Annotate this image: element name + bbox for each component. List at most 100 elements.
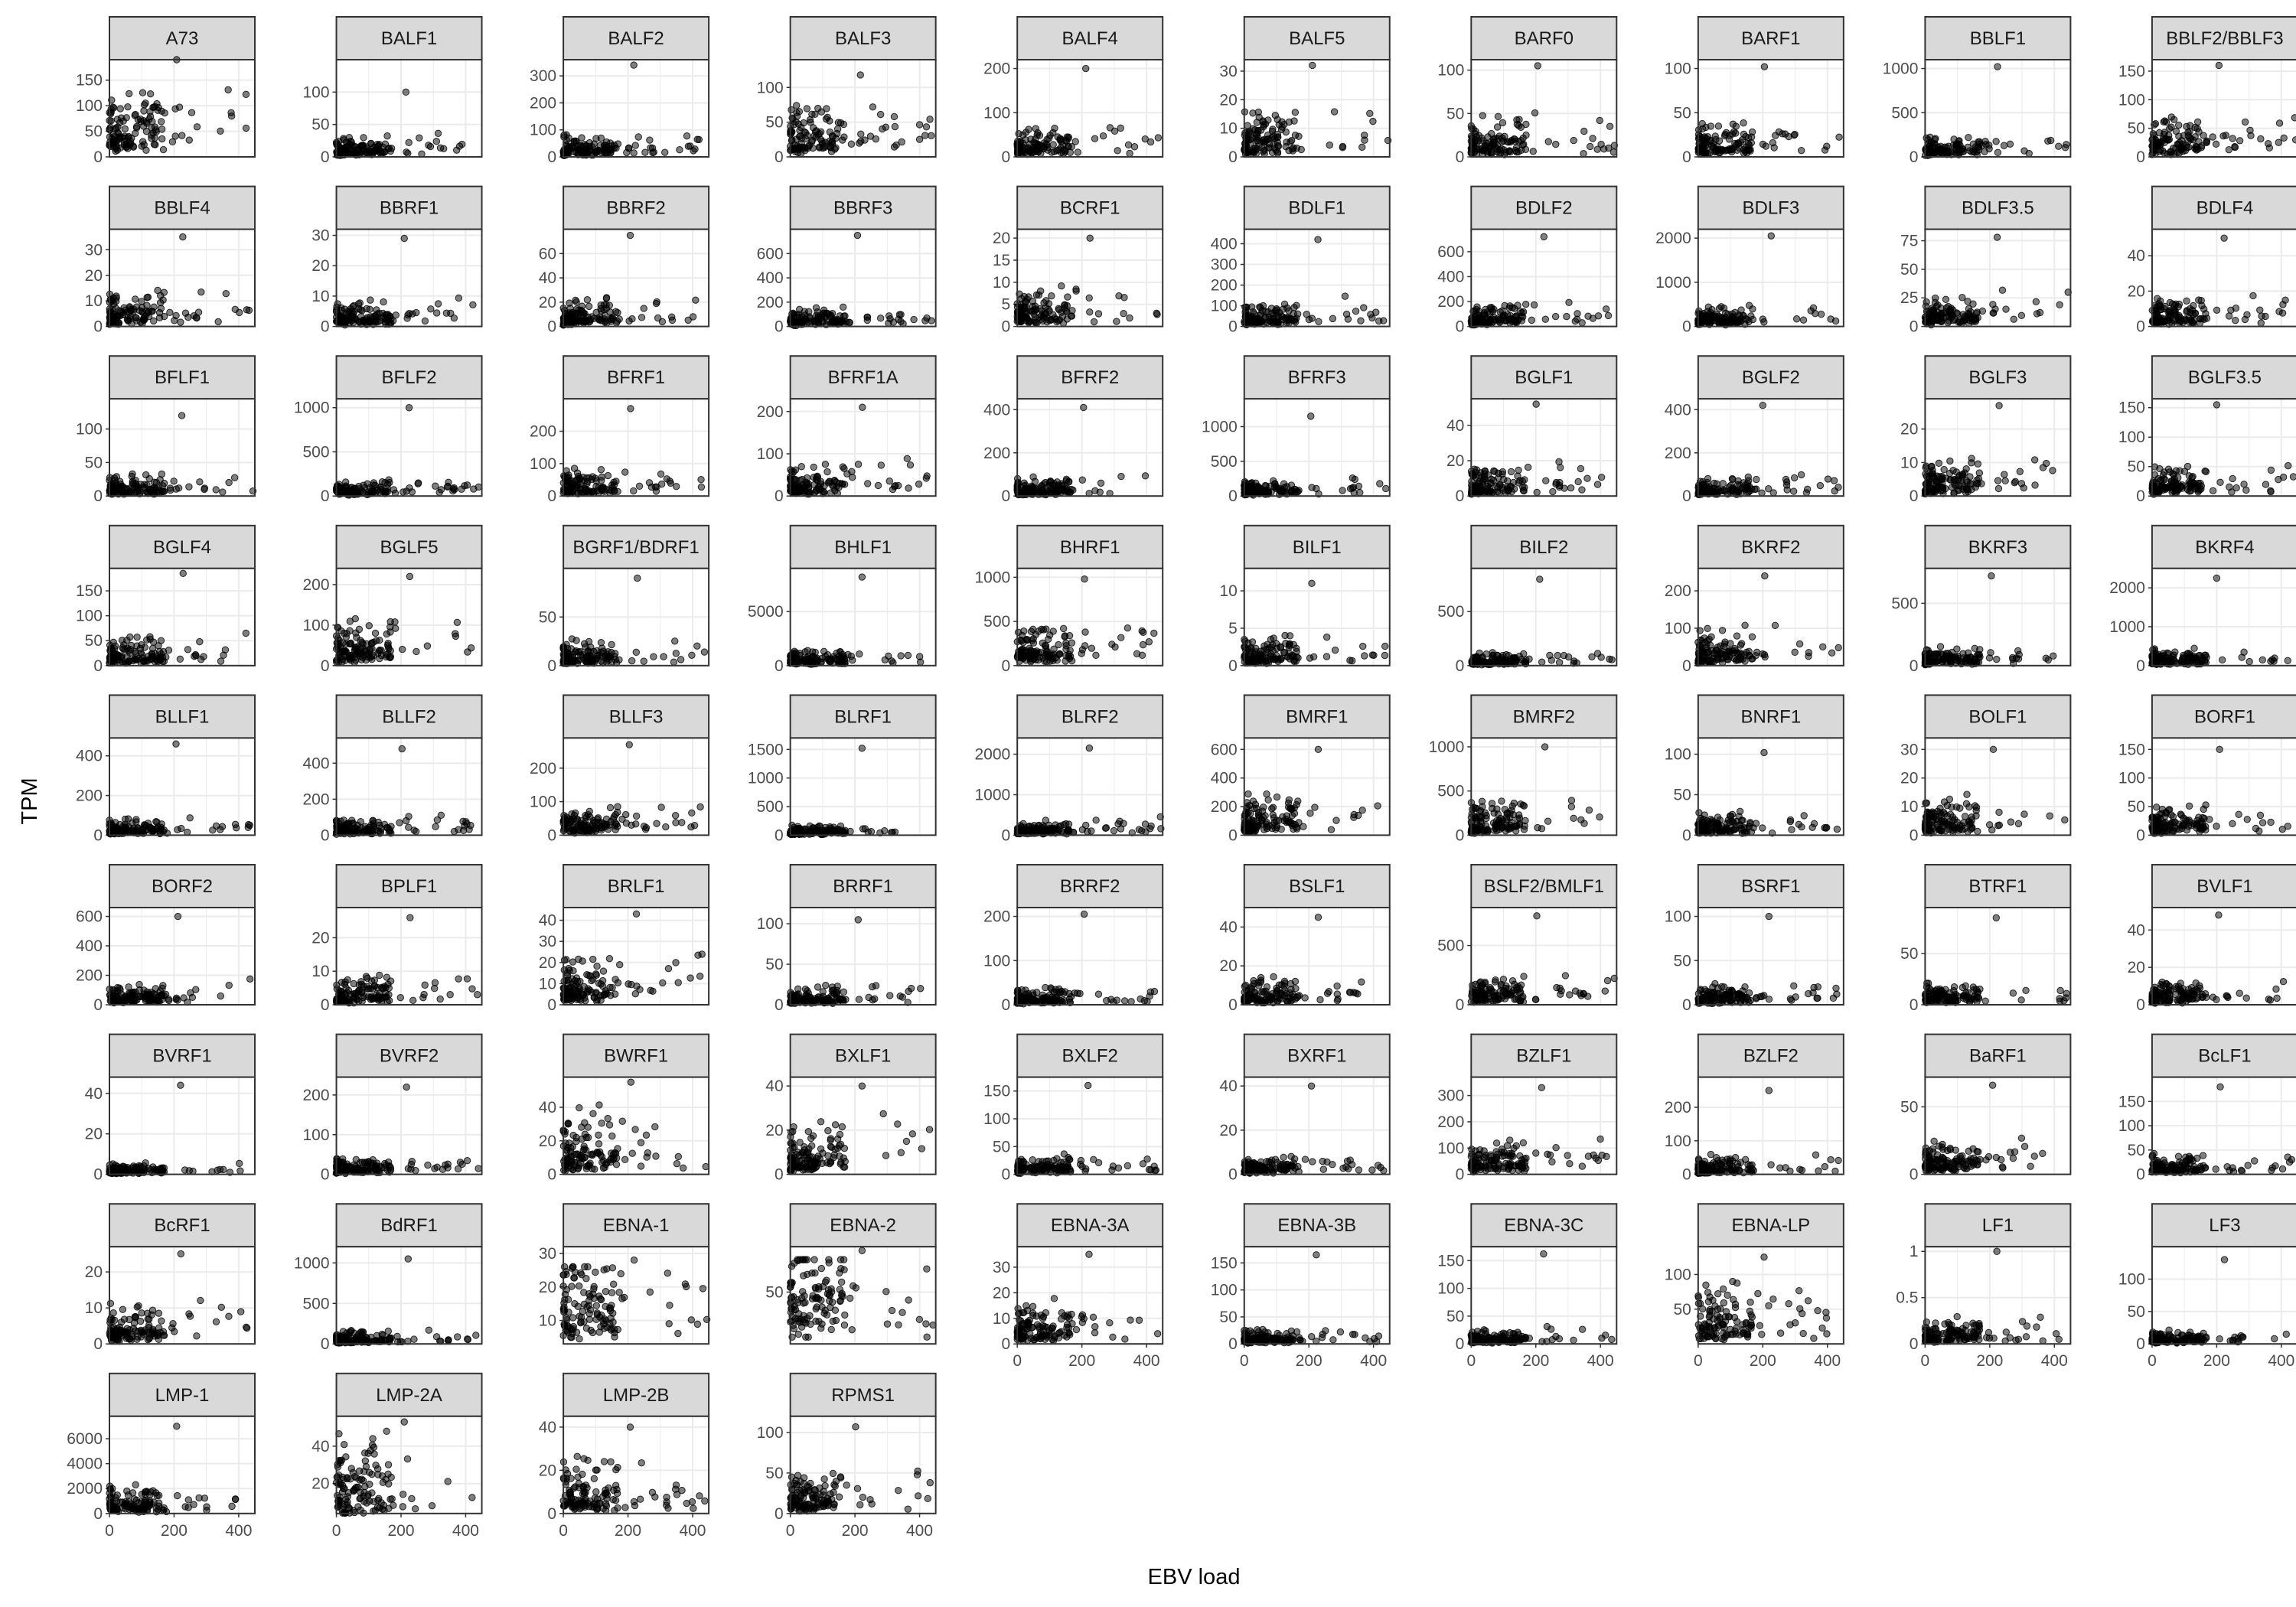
data-point: [1520, 140, 1528, 148]
data-point: [1574, 478, 1582, 486]
y-tick-label: 200: [1665, 445, 1691, 462]
data-point: [1287, 481, 1296, 489]
data-point: [132, 314, 140, 322]
data-point: [122, 114, 130, 122]
data-point: [453, 618, 461, 626]
y-tick-label: 0: [547, 318, 556, 336]
y-tick-label: 40: [2128, 247, 2145, 265]
y-tick-label: 30: [311, 227, 329, 245]
data-point: [142, 99, 149, 107]
data-point: [406, 572, 414, 581]
data-point: [1064, 142, 1072, 150]
data-point: [2209, 487, 2217, 495]
y-tick-label: 0: [1682, 487, 1691, 505]
data-point: [1740, 119, 1747, 127]
data-point: [1045, 134, 1053, 142]
y-tick-label: 0: [547, 487, 556, 505]
data-point: [133, 633, 141, 641]
data-point: [1718, 145, 1726, 154]
points-series: [332, 88, 466, 159]
data-point: [820, 142, 828, 150]
y-tick-label: 30: [1219, 63, 1237, 80]
data-point: [1261, 137, 1270, 145]
data-point: [1752, 485, 1760, 493]
data-point: [1059, 319, 1068, 328]
y-tick-label: 1000: [1655, 274, 1691, 292]
data-point: [1253, 119, 1261, 126]
data-point: [2174, 148, 2181, 156]
data-point: [638, 314, 646, 321]
data-point: [820, 310, 827, 318]
data-point: [1117, 124, 1124, 132]
facet-title: BGLF1: [1515, 367, 1573, 388]
y-tick-label: 0: [321, 318, 330, 336]
data-point: [360, 134, 367, 142]
y-tick-label: 0: [1002, 318, 1011, 336]
data-point: [645, 479, 654, 487]
data-point: [458, 485, 465, 493]
data-point: [2179, 141, 2187, 148]
data-point: [1593, 145, 1601, 153]
data-point: [2063, 141, 2070, 148]
data-point: [405, 404, 413, 412]
data-point: [1586, 142, 1594, 151]
data-point: [158, 118, 165, 125]
y-tick-label: 50: [311, 116, 329, 134]
data-point: [1522, 120, 1530, 129]
data-point: [1055, 305, 1062, 313]
data-point: [1124, 141, 1133, 149]
y-tick-label: 100: [76, 608, 103, 625]
data-point: [856, 71, 864, 79]
data-point: [2006, 140, 2014, 148]
y-tick-label: 100: [76, 421, 103, 438]
data-point: [2157, 484, 2165, 491]
data-point: [2001, 471, 2008, 478]
data-point: [470, 485, 478, 493]
data-point: [1141, 135, 1149, 143]
data-point: [2161, 129, 2169, 136]
data-point: [1544, 138, 1552, 145]
data-point: [152, 125, 160, 134]
data-point: [879, 125, 886, 133]
data-point: [1519, 308, 1528, 316]
data-point: [1949, 317, 1957, 324]
data-point: [1291, 109, 1300, 116]
data-point: [376, 654, 383, 663]
data-point: [2196, 315, 2204, 323]
data-point: [2165, 482, 2173, 491]
data-point: [915, 480, 923, 488]
data-point: [131, 295, 139, 303]
data-point: [795, 132, 804, 141]
data-point: [1606, 122, 1614, 130]
facet-title: BARF1: [1741, 28, 1800, 49]
data-point: [635, 482, 644, 491]
facet-title: BGLF5: [380, 537, 439, 558]
data-point: [1551, 312, 1560, 321]
data-point: [2170, 308, 2179, 316]
y-tick-label: 0: [1682, 148, 1691, 166]
data-point: [585, 302, 593, 311]
data-point: [1943, 147, 1951, 155]
data-point: [1802, 489, 1811, 497]
data-point: [166, 308, 174, 317]
data-point: [140, 107, 148, 115]
data-point: [1570, 136, 1577, 145]
data-point: [1110, 127, 1119, 135]
data-point: [1767, 232, 1775, 240]
data-point: [2183, 122, 2190, 131]
data-point: [839, 463, 847, 471]
data-point: [700, 648, 709, 656]
data-point: [353, 634, 360, 641]
data-point: [1358, 143, 1366, 152]
data-point: [1500, 314, 1508, 321]
data-point: [1499, 119, 1507, 127]
data-point: [1530, 301, 1538, 309]
y-tick-label: 100: [2118, 429, 2145, 446]
data-point: [915, 135, 924, 143]
data-point: [1274, 130, 1282, 139]
y-tick-label: 10: [993, 274, 1010, 292]
data-point: [192, 314, 201, 321]
